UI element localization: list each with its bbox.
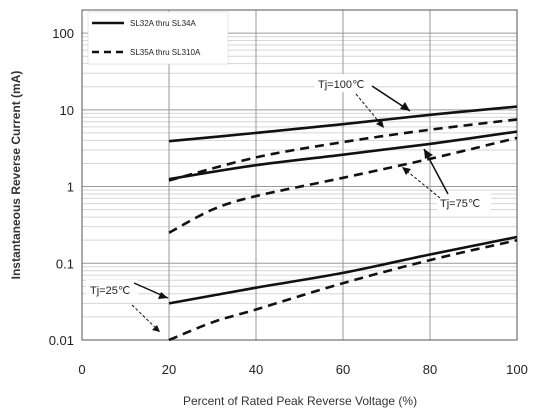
series-line-dashed-5	[168, 238, 518, 342]
annotation-tj100: Tj=100℃	[314, 74, 411, 129]
y-tick-label: 0.1	[56, 256, 74, 271]
annotation-tj100-label: Tj=100℃	[318, 79, 364, 91]
tick-labels: 0.01 0.1 1 10 100 0 20 40 60 80 100	[49, 26, 528, 377]
x-tick-label: 80	[423, 362, 437, 377]
x-tick-label: 20	[162, 362, 176, 377]
x-tick-label: 60	[336, 362, 350, 377]
plot-frame	[81, 9, 518, 341]
series-line-dashed-1	[168, 118, 518, 182]
legend: SL32A thru SL34A SL35A thru SL310A	[87, 11, 229, 65]
y-axis-title: Instantaneous Reverse Current (mA)	[9, 71, 23, 280]
y-tick-label: 10	[60, 103, 74, 118]
series-lines	[168, 105, 518, 342]
annotation-tj75-label: Tj=75℃	[440, 198, 480, 210]
x-tick-label: 100	[506, 362, 528, 377]
annotation-tj25-label: Tj=25℃	[90, 285, 130, 297]
series-line-solid-4	[168, 235, 518, 305]
annotation-tj25: Tj=25℃	[86, 280, 169, 333]
y-tick-label: 100	[52, 26, 74, 41]
series-line-dashed-3	[168, 136, 518, 234]
y-tick-label: 0.01	[49, 333, 74, 348]
x-axis-title: Percent of Rated Peak Reverse Voltage (%…	[183, 394, 417, 408]
x-tick-label: 0	[78, 362, 85, 377]
legend-label-solid: SL32A thru SL34A	[130, 19, 196, 28]
legend-box	[87, 11, 229, 65]
series-line-solid-2	[168, 130, 518, 181]
legend-label-dashed: SL35A thru SL310A	[130, 48, 201, 57]
y-tick-label: 1	[67, 180, 74, 195]
x-tick-label: 40	[249, 362, 263, 377]
annotation-tj75: Tj=75℃	[401, 148, 491, 211]
series-line-solid-0	[168, 105, 518, 143]
